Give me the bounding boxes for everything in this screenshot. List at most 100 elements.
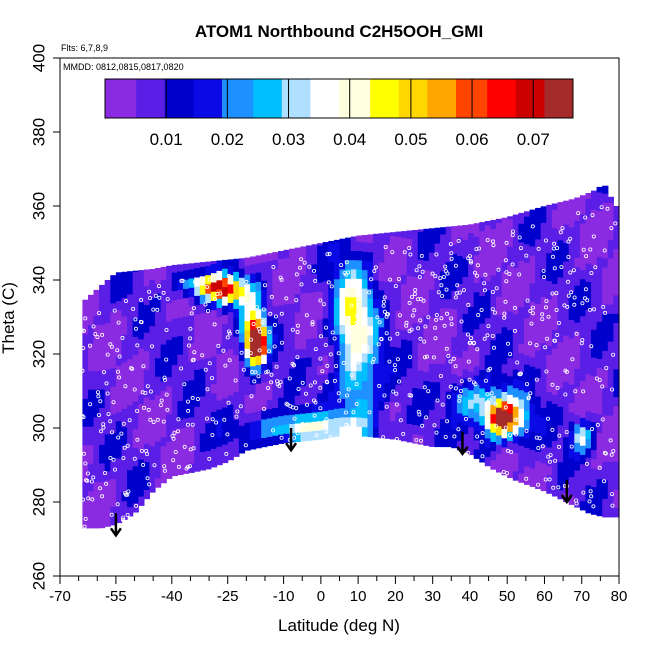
sample-point — [524, 428, 529, 433]
heatmap-cell — [607, 276, 614, 287]
sample-point — [550, 291, 555, 296]
heatmap-cell — [456, 255, 464, 266]
heatmap-cell — [423, 315, 430, 326]
heatmap-cell — [104, 396, 111, 407]
heatmap-cell — [518, 297, 525, 308]
heatmap-cell — [440, 409, 447, 420]
heatmap-cell — [278, 267, 285, 278]
x-tick-label: 70 — [573, 588, 590, 605]
heatmap-cell — [607, 387, 614, 398]
heatmap-cell — [384, 271, 391, 282]
heatmap-cell — [591, 449, 598, 460]
sample-point — [218, 291, 223, 296]
heatmap-cell — [149, 288, 156, 299]
heatmap-cell — [529, 477, 536, 487]
sample-point — [505, 448, 510, 453]
sample-point — [155, 307, 160, 312]
heatmap-cell — [149, 344, 156, 354]
x-tick-label: -25 — [217, 588, 239, 605]
colorbar-swatch — [302, 79, 306, 118]
heatmap-cell — [199, 460, 206, 471]
heatmap-cell — [568, 402, 575, 413]
heatmap-cell — [445, 363, 452, 374]
heatmap-cell — [512, 424, 519, 435]
colorbar-swatch — [289, 79, 293, 118]
heatmap-cell — [367, 353, 374, 364]
heatmap-cell — [602, 313, 609, 324]
heatmap-cell — [585, 327, 592, 338]
sample-point — [369, 277, 374, 282]
heatmap-cell — [568, 319, 575, 330]
sample-point — [127, 418, 132, 423]
sample-point — [256, 315, 261, 320]
heatmap-cell — [551, 237, 559, 247]
heatmap-cell — [132, 401, 139, 411]
heatmap-cell — [99, 416, 106, 427]
heatmap-cell — [82, 407, 89, 418]
heatmap-cell — [155, 274, 162, 285]
heatmap-cell — [490, 321, 497, 331]
heatmap-cell — [289, 312, 296, 323]
heatmap-cell — [417, 314, 424, 325]
heatmap-cell — [356, 333, 363, 344]
colorbar-swatch — [487, 79, 491, 118]
heatmap-cell — [244, 329, 251, 340]
heatmap-cell — [518, 278, 525, 289]
heatmap-cell — [317, 365, 324, 375]
heatmap-cell — [596, 284, 603, 295]
sample-point — [587, 499, 592, 504]
heatmap-cell — [138, 301, 145, 312]
heatmap-cell — [507, 422, 514, 432]
heatmap-cell — [496, 360, 503, 371]
heatmap-cell — [216, 260, 223, 262]
sample-point — [279, 277, 284, 282]
heatmap-cell — [171, 429, 178, 440]
heatmap-cell — [350, 379, 357, 390]
heatmap-cell — [585, 262, 592, 273]
colorbar-swatch — [484, 79, 488, 118]
sample-point — [336, 391, 341, 396]
heatmap-cell — [177, 391, 184, 401]
heatmap-cell — [428, 228, 436, 235]
heatmap-cell — [350, 426, 357, 436]
heatmap-cell — [490, 274, 497, 285]
heatmap-cell — [160, 455, 167, 465]
x-tick-label: 0 — [317, 588, 325, 605]
heatmap-cell — [535, 248, 542, 258]
heatmap-cell — [535, 238, 542, 249]
colorbar-swatch — [502, 79, 506, 118]
heatmap-cell — [194, 304, 201, 315]
heatmap-cell — [591, 329, 598, 340]
heatmap-cell — [462, 225, 469, 231]
heatmap-cell — [535, 405, 542, 416]
heatmap-cell — [82, 444, 89, 455]
y-tick-label: 360 — [29, 192, 48, 220]
heatmap-cell — [222, 277, 229, 288]
heatmap-cell — [451, 419, 458, 430]
x-tick-label: 50 — [499, 588, 516, 605]
heatmap-cell — [445, 307, 452, 318]
sample-point — [185, 422, 190, 427]
heatmap-cell — [361, 269, 369, 280]
heatmap-cell — [479, 239, 486, 250]
heatmap-cell — [115, 337, 123, 348]
heatmap-cell — [563, 381, 570, 392]
heatmap-cell — [177, 335, 184, 346]
heatmap-cell — [440, 298, 447, 309]
sample-point — [189, 311, 194, 316]
heatmap-cell — [563, 344, 570, 355]
heatmap-cell — [417, 305, 424, 316]
heatmap-cell — [278, 251, 285, 259]
heatmap-cell — [401, 413, 408, 423]
heatmap-cell — [300, 255, 307, 266]
heatmap-cell — [306, 366, 313, 377]
sample-point — [490, 289, 495, 294]
heatmap-cell — [250, 384, 257, 394]
heatmap-cell — [389, 253, 396, 264]
heatmap-cell — [585, 290, 592, 301]
heatmap-cell — [563, 307, 570, 318]
heatmap-cell — [574, 460, 581, 471]
heatmap-cell — [322, 345, 329, 356]
heatmap-cell — [88, 490, 95, 501]
heatmap-cell — [602, 433, 609, 444]
